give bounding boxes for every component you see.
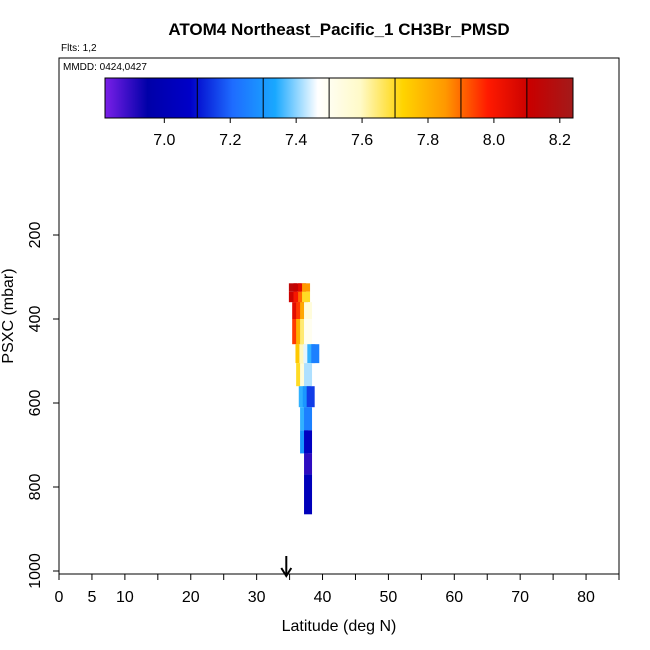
plot-frame xyxy=(58,57,620,575)
x-tick-label: 70 xyxy=(511,589,529,606)
heatmap-cell xyxy=(304,474,313,515)
x-axis: 0 5 10 20 30 40 50 60 70 80 xyxy=(55,574,620,606)
x-tick-label: 5 xyxy=(87,589,96,606)
heatmap-cell xyxy=(288,283,297,292)
x-tick-label: 20 xyxy=(182,589,200,606)
heatmap-cell xyxy=(304,302,313,319)
x-tick-label: 40 xyxy=(314,589,332,606)
colorbar-tick-label: 8.2 xyxy=(549,132,571,149)
heatmap-cell xyxy=(302,291,311,303)
y-tick-label: 800 xyxy=(27,474,44,501)
y-tick-label: 200 xyxy=(27,222,44,249)
heatmap-cell xyxy=(311,344,320,364)
x-tick-label: 50 xyxy=(380,589,398,606)
colorbar: 7.0 7.2 7.4 7.6 7.8 8.0 8.2 xyxy=(104,77,574,149)
x-tick-label: 30 xyxy=(248,589,266,606)
x-axis-label: Latitude (deg N) xyxy=(282,618,397,635)
marker-arrow-head xyxy=(280,567,293,578)
latitude-marker xyxy=(280,556,293,578)
heatmap-cell xyxy=(288,291,297,303)
heatmap-cell xyxy=(302,283,311,292)
colorbar-tick-label: 7.8 xyxy=(417,132,439,149)
colorbar-tick-label: 7.2 xyxy=(219,132,241,149)
heatmap-cell xyxy=(304,407,313,431)
colorbar-gradient xyxy=(104,77,574,119)
colorbar-tick-label: 7.6 xyxy=(351,132,373,149)
chart-title: ATOM4 Northeast_Pacific_1 CH3Br_PMSD xyxy=(168,20,509,39)
dates-note: MMDD: 0424,0427 xyxy=(63,62,147,73)
heatmap-cell xyxy=(293,291,302,303)
heatmap-cell xyxy=(304,363,313,387)
colorbar-tick-label: 7.4 xyxy=(285,132,307,149)
colorbar-tick-label: 7.0 xyxy=(153,132,175,149)
heatmap-cell xyxy=(306,386,315,408)
heatmap-cell xyxy=(293,283,302,292)
colorbar-tick-label: 8.0 xyxy=(483,132,505,149)
heatmap-cell xyxy=(304,319,313,345)
x-tick-label: 60 xyxy=(445,589,463,606)
x-tick-label: 10 xyxy=(116,589,134,606)
x-tick-label: 0 xyxy=(55,589,64,606)
heatmap-cell xyxy=(304,430,313,454)
heatmap-cells xyxy=(288,283,320,515)
y-tick-label: 1000 xyxy=(27,553,44,589)
y-tick-label: 400 xyxy=(27,306,44,333)
y-tick-label: 600 xyxy=(27,390,44,417)
y-axis: 200 400 600 800 1000 xyxy=(27,222,59,589)
x-tick-label: 80 xyxy=(577,589,595,606)
flights-note: Flts: 1,2 xyxy=(61,43,97,54)
y-axis-label: PSXC (mbar) xyxy=(0,268,17,363)
heatmap-cell xyxy=(304,453,313,475)
